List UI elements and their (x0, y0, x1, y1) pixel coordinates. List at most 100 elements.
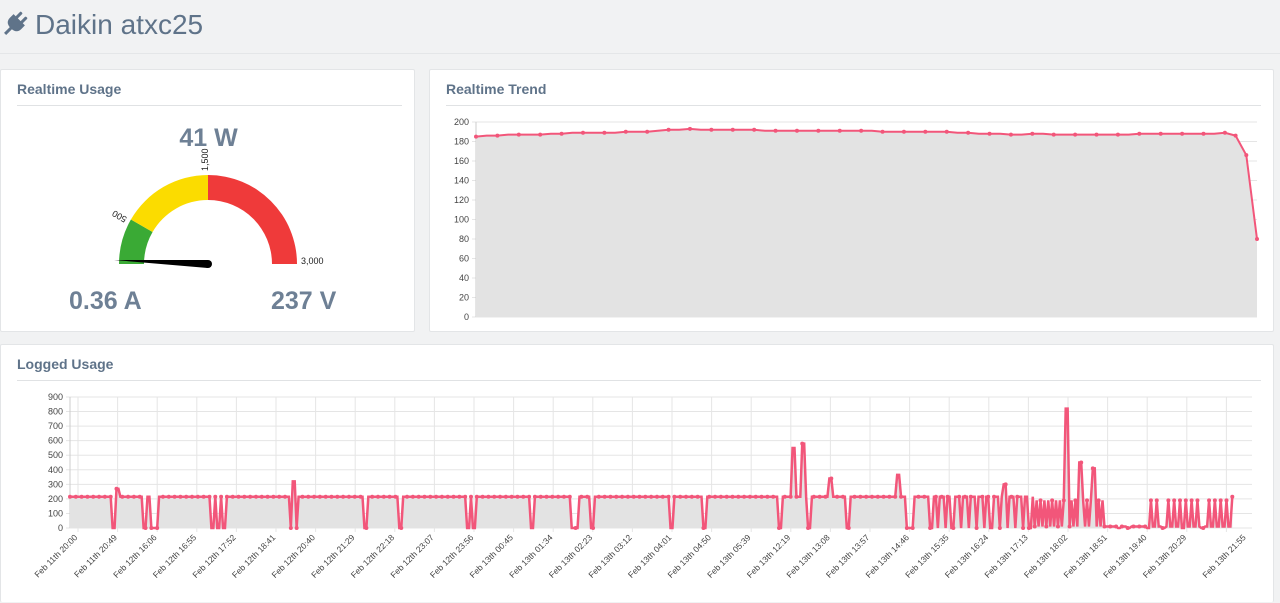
logged-point (817, 494, 822, 499)
logged-point (579, 494, 584, 499)
plug-icon (4, 11, 28, 35)
trend-point (645, 129, 650, 134)
logged-point (259, 494, 264, 499)
logged-point (1032, 524, 1037, 529)
logged-point (201, 494, 206, 499)
logged-point (573, 526, 578, 530)
logged-point (114, 486, 119, 491)
logged-point (625, 494, 630, 499)
logged-point (951, 526, 956, 530)
logged-point (160, 494, 165, 499)
gauge-tick-label: 3,000 (301, 256, 324, 266)
logged-point (637, 494, 642, 499)
trend-point (837, 128, 842, 133)
logged-point (997, 526, 1002, 530)
logged-point (835, 494, 840, 499)
trend-point (816, 128, 821, 133)
logged-point (213, 494, 218, 499)
y-tick-label: 200 (454, 117, 469, 127)
divider (17, 380, 1261, 381)
logged-point (294, 526, 299, 530)
logged-point (1131, 524, 1136, 529)
logged-point (300, 494, 305, 499)
logged-point (346, 494, 351, 499)
logged-point (660, 494, 665, 499)
trend-point (794, 128, 799, 133)
logged-point (341, 494, 346, 499)
logged-point (742, 494, 747, 499)
trend-point (709, 127, 714, 132)
trend-point (559, 131, 564, 136)
logged-point (178, 494, 183, 499)
logged-point (155, 526, 160, 530)
y-tick-label: 100 (48, 508, 63, 518)
divider (446, 105, 1261, 106)
trend-point (773, 128, 778, 133)
logged-point (1114, 524, 1119, 529)
logged-point (166, 494, 171, 499)
logged-point (521, 494, 526, 499)
voltage-readout: 237 V (271, 287, 337, 315)
y-tick-label: 80 (459, 234, 469, 244)
y-tick-label: 700 (48, 421, 63, 431)
logged-point (1148, 498, 1153, 503)
logged-point (689, 494, 694, 499)
logged-point (1073, 498, 1078, 503)
trend-point (580, 130, 585, 135)
logged-point (1195, 498, 1200, 503)
logged-point (701, 526, 706, 530)
logged-point (916, 494, 921, 499)
trend-point (1233, 133, 1238, 138)
logged-point (1085, 498, 1090, 503)
logged-point (986, 494, 991, 499)
trend-point (1244, 153, 1249, 158)
logged-point (474, 494, 479, 499)
trend-point (474, 134, 478, 139)
logged-point (1201, 526, 1206, 530)
logged-point (1125, 526, 1130, 530)
logged-point (439, 494, 444, 499)
logged-point (207, 494, 212, 499)
logged-point (503, 494, 508, 499)
logged-point (399, 526, 404, 530)
logged-point (1143, 524, 1148, 529)
logged-point (1189, 498, 1194, 503)
logged-point (962, 494, 967, 499)
logged-point (422, 494, 427, 499)
y-tick-label: 500 (48, 450, 63, 460)
current-readout: 0.36 A (69, 287, 142, 315)
x-tick-label: Feb 13th 21:55 (1200, 532, 1248, 580)
logged-point (219, 494, 224, 499)
logged-point (823, 494, 828, 499)
logged-point (1067, 524, 1072, 529)
gauge-tick-label: 500 (110, 208, 128, 224)
trend-point (495, 133, 500, 138)
logged-point (393, 494, 398, 499)
logged-point (381, 494, 386, 499)
logged-point (253, 494, 258, 499)
logged-point (846, 526, 851, 530)
logged-point (265, 494, 270, 499)
logged-point (1137, 524, 1142, 529)
logged-point (1038, 498, 1043, 503)
logged-point (492, 494, 497, 499)
logged-point (829, 476, 834, 481)
logged-point (532, 494, 537, 499)
logged-point (788, 494, 793, 499)
logged-point (515, 494, 520, 499)
trend-area (476, 128, 1257, 317)
logged-point (1172, 498, 1177, 503)
trend-point (944, 129, 949, 134)
logged-point (486, 494, 491, 499)
logged-point (1079, 460, 1084, 465)
panel-title: Realtime Trend (446, 81, 547, 97)
logged-point (1183, 498, 1188, 503)
logged-point (550, 494, 555, 499)
logged-point (1154, 498, 1159, 503)
logged-point (777, 526, 782, 530)
logged-point (649, 494, 654, 499)
logged-point (893, 494, 898, 499)
logged-point (928, 526, 933, 530)
logged-point (736, 494, 741, 499)
